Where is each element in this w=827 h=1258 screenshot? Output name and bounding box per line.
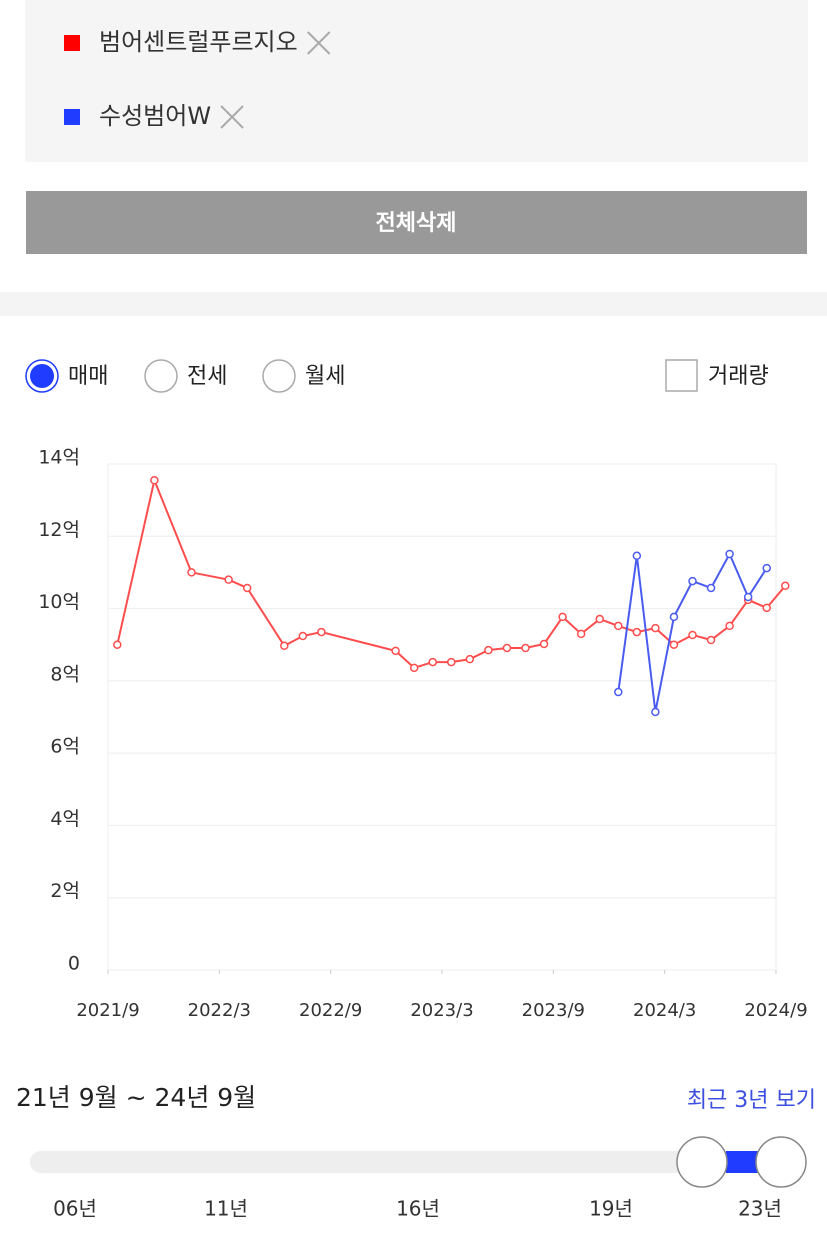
radio[interactable] (144, 359, 178, 393)
recent-link[interactable]: 최근 3년 보기 (687, 1088, 816, 1113)
remove-icon[interactable] (220, 105, 244, 129)
slider-label: 11년 (204, 1197, 248, 1221)
x-tick-label: 2024/9 (744, 1000, 807, 1021)
radio-dot (30, 364, 54, 388)
data-point (317, 627, 326, 637)
data-point (502, 643, 512, 653)
data-point (669, 640, 679, 649)
data-point (242, 583, 252, 593)
radio-label[interactable]: 전세 (187, 364, 227, 389)
clear-button-bg[interactable] (26, 191, 807, 254)
slider-label: 06년 (53, 1197, 97, 1221)
x-tick-label: 2022/3 (188, 1000, 251, 1021)
x-tick-label: 2023/9 (522, 1000, 585, 1021)
data-point (762, 603, 771, 613)
data-point (743, 592, 753, 602)
data-point (651, 623, 660, 633)
legend-swatch (64, 109, 80, 125)
data-point (651, 707, 660, 717)
y-tick-label: 12억 (38, 519, 80, 541)
data-point (688, 630, 697, 640)
data-point (595, 614, 604, 624)
remove-icon[interactable] (307, 31, 331, 55)
data-point (298, 631, 308, 641)
volume-checkbox[interactable] (665, 359, 698, 392)
legend-name: 수성범어W (99, 102, 211, 130)
slider-handle[interactable] (755, 1136, 807, 1188)
x-tick-label: 2021/9 (76, 1000, 139, 1021)
compare-panel (25, 0, 808, 162)
data-point (762, 563, 771, 573)
radio-label[interactable]: 월세 (305, 364, 345, 389)
radio[interactable] (262, 359, 296, 393)
slider-label: 16년 (396, 1197, 440, 1221)
y-tick-label: 2억 (50, 880, 80, 902)
slider-handle[interactable] (676, 1136, 728, 1188)
x-tick-label: 2022/9 (299, 1000, 362, 1021)
data-point (614, 621, 623, 631)
slider-label: 23년 (738, 1197, 782, 1221)
data-point (632, 551, 642, 561)
data-point (484, 645, 493, 655)
legend-swatch (64, 35, 80, 51)
data-point (447, 657, 456, 667)
radio-label[interactable]: 매매 (68, 364, 108, 389)
data-point (725, 549, 734, 559)
period-range: 21년 9월 ~ 24년 9월 (16, 1083, 256, 1112)
y-tick-label: 0 (68, 953, 80, 975)
plot-frame (107, 463, 777, 971)
divider (0, 292, 827, 316)
data-point (706, 635, 716, 645)
data-point (187, 568, 196, 577)
data-point (113, 640, 122, 649)
legend-name: 범어센트럴푸르지오 (99, 28, 298, 56)
y-tick-label: 10억 (38, 591, 80, 613)
volume-label[interactable]: 거래량 (708, 364, 769, 389)
data-point (539, 639, 549, 649)
data-point (576, 629, 586, 639)
data-point (428, 657, 437, 667)
data-point (614, 687, 623, 697)
y-tick-label: 4억 (50, 808, 80, 830)
x-tick-label: 2024/3 (633, 1000, 696, 1021)
data-point (409, 663, 419, 673)
data-point (521, 643, 530, 653)
data-point (224, 575, 233, 584)
slider-label: 19년 (589, 1197, 633, 1221)
data-point (465, 654, 475, 664)
clear-button[interactable]: 전체삭제 (376, 211, 457, 236)
data-point (280, 641, 289, 651)
x-tick-label: 2023/3 (410, 1000, 473, 1021)
data-point (391, 646, 400, 656)
data-point (781, 581, 790, 591)
data-point (632, 627, 642, 637)
data-point (706, 583, 716, 593)
y-tick-label: 8억 (50, 663, 80, 685)
data-point (150, 476, 159, 485)
data-point (669, 612, 679, 622)
y-tick-label: 14억 (38, 447, 80, 469)
slider-track[interactable] (30, 1151, 790, 1173)
series-line (116, 476, 787, 669)
data-point (725, 621, 734, 631)
data-point (688, 576, 697, 586)
y-tick-label: 6억 (50, 736, 80, 758)
slider-range (726, 1151, 758, 1173)
data-point (558, 612, 567, 622)
